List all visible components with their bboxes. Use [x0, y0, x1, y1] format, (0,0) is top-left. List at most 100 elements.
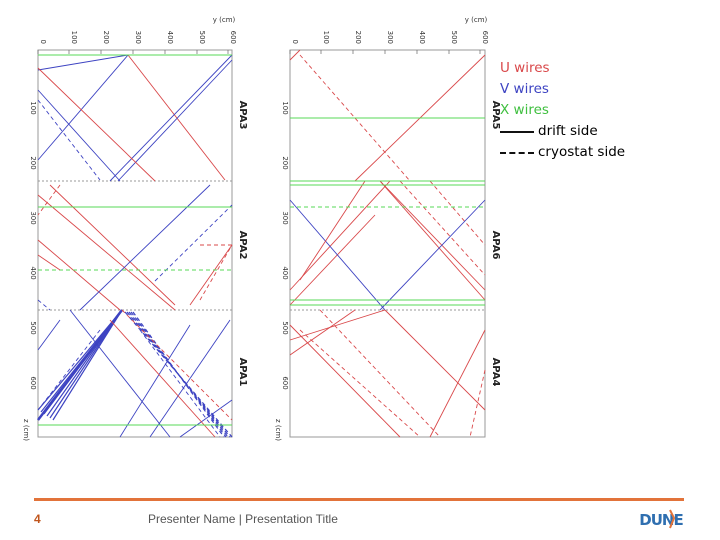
v-wire — [37, 99, 101, 181]
y-tick-label: 500 — [450, 31, 458, 44]
u-wire — [379, 180, 486, 291]
apa-label: APA1 — [237, 358, 248, 387]
y-tick-label: 0 — [39, 40, 47, 44]
y-tick-label: 300 — [386, 31, 394, 44]
u-wire — [289, 214, 376, 306]
y-axis-label: y (cm) — [213, 16, 236, 24]
y-tick-label: 400 — [418, 31, 426, 44]
y-tick-label: 200 — [354, 31, 362, 44]
dune-logo-icon: DUNE — [639, 509, 684, 529]
legend-x: X wires — [500, 102, 549, 118]
u-wire — [379, 180, 486, 301]
u-wire — [429, 329, 486, 438]
v-wire — [37, 319, 61, 351]
z-axis-label: z (cm) — [274, 419, 282, 441]
u-wire — [37, 184, 61, 216]
u-wire — [299, 329, 421, 438]
solid-line-swatch — [500, 130, 534, 133]
apa-label: APA3 — [237, 101, 248, 130]
z-tick-label: 100 — [281, 101, 289, 114]
v-wire — [109, 54, 233, 182]
u-wire — [289, 309, 356, 356]
y-tick-label: 600 — [229, 31, 237, 44]
v-wire — [37, 54, 129, 161]
y-axis-label: y (cm) — [465, 16, 488, 24]
v-wire — [79, 184, 211, 311]
u-wire — [289, 49, 301, 61]
u-wire — [469, 369, 486, 438]
y-tick-label: 200 — [102, 31, 110, 44]
u-wire — [384, 309, 486, 411]
u-wire — [37, 67, 156, 182]
page-number: 4 — [34, 512, 41, 526]
z-tick-label: 200 — [281, 156, 289, 169]
left-panel: y (cm) 0 100 200 300 400 500 600 100 200 300 400 500… — [22, 16, 248, 441]
z-tick-label: 500 — [29, 321, 37, 334]
v-wire — [37, 299, 51, 311]
u-wire — [289, 180, 391, 291]
v-wire — [69, 309, 171, 438]
u-wire — [37, 194, 176, 311]
y-tick-label: 400 — [166, 31, 174, 44]
u-wire — [189, 244, 233, 306]
u-wire — [299, 180, 366, 281]
legend-v: V wires — [500, 81, 549, 97]
y-tick-label: 600 — [481, 31, 489, 44]
apa-label: APA6 — [490, 231, 501, 260]
v-wire — [117, 59, 233, 182]
footer-divider — [34, 498, 684, 501]
panel-frame — [289, 49, 486, 438]
y-tick-label: 100 — [70, 31, 78, 44]
v-wire — [37, 54, 129, 71]
u-wire — [127, 54, 226, 181]
v-wire — [119, 324, 191, 438]
u-wire — [289, 324, 401, 438]
wire-diagram: y (cm) 0 100 200 300 400 500 600 100 200 300 400 500… — [22, 16, 501, 441]
right-panel: y (cm) 0 100 200 300 400 500 600 100 200 300 400 500… — [274, 16, 501, 441]
v-wire — [149, 319, 231, 438]
u-wire — [49, 184, 176, 306]
u-wire — [199, 244, 233, 301]
v-wire — [379, 199, 486, 311]
u-wire — [121, 309, 233, 421]
y-tick-label: 100 — [322, 31, 330, 44]
u-wire — [109, 319, 216, 438]
z-tick-label: 600 — [29, 376, 37, 389]
v-wire — [37, 309, 123, 421]
apa-label: APA2 — [237, 231, 248, 260]
apa-label: APA4 — [490, 358, 501, 387]
u-wire — [289, 309, 386, 341]
u-wire — [319, 309, 441, 438]
z-tick-label: 100 — [29, 101, 37, 114]
z-tick-label: 500 — [281, 321, 289, 334]
y-tick-label: 300 — [134, 31, 142, 44]
z-tick-label: 400 — [281, 266, 289, 279]
dashed-line-swatch — [500, 151, 534, 154]
u-wire — [399, 180, 486, 276]
z-tick-label: 300 — [281, 211, 289, 224]
u-wire — [37, 254, 61, 271]
z-tick-label: 400 — [29, 266, 37, 279]
y-tick-label: 500 — [198, 31, 206, 44]
apa-label: APA5 — [490, 101, 501, 130]
v-wire — [179, 399, 233, 438]
y-tick-label: 0 — [291, 40, 299, 44]
z-tick-label: 300 — [29, 211, 37, 224]
u-wire — [37, 239, 121, 311]
v-wire — [37, 329, 101, 411]
legend-cryostat: cryostat side — [500, 142, 625, 163]
z-axis-label: z (cm) — [22, 419, 30, 441]
panel-frame — [37, 49, 233, 438]
z-tick-label: 200 — [29, 156, 37, 169]
u-wire — [429, 180, 486, 246]
v-wire — [139, 329, 221, 438]
v-wire — [289, 199, 386, 311]
legend: U wires V wires X wires drift side cryos… — [500, 58, 625, 163]
v-wire — [37, 89, 121, 182]
presentation-title: Presenter Name | Presentation Title — [148, 512, 338, 526]
z-tick-label: 600 — [281, 376, 289, 389]
v-wire — [132, 311, 225, 438]
v-wire — [52, 309, 123, 421]
legend-u: U wires — [500, 60, 550, 76]
legend-drift: drift side — [500, 121, 625, 142]
